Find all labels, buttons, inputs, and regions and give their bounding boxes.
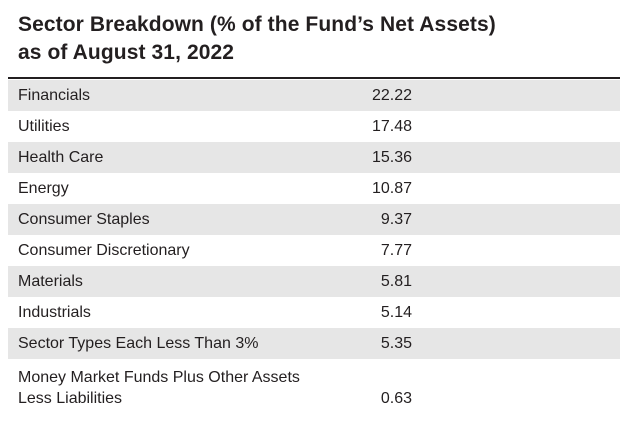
row-value: 5.35 xyxy=(380,335,412,352)
row-value: 0.63 xyxy=(380,390,412,407)
title-divider xyxy=(8,77,620,79)
row-label: Sector Types Each Less Than 3% xyxy=(18,335,259,352)
row-value: 5.81 xyxy=(380,273,412,290)
row-label: Energy xyxy=(18,180,69,197)
table-row-financials: Financials 22.22 xyxy=(8,80,620,111)
row-label: Materials xyxy=(18,273,83,290)
sector-breakdown-table: Financials 22.22 Utilities 17.48 Health … xyxy=(8,80,620,417)
row-label: Health Care xyxy=(18,149,104,166)
row-value: 9.37 xyxy=(380,211,412,228)
row-value: 10.87 xyxy=(371,180,412,197)
table-row-materials: Materials 5.81 xyxy=(8,266,620,297)
row-value: 5.14 xyxy=(380,304,412,321)
row-label: Industrials xyxy=(18,304,91,321)
title-line-1: Sector Breakdown (% of the Fund’s Net As… xyxy=(18,13,496,36)
row-value: 17.48 xyxy=(371,118,412,135)
row-label: Consumer Staples xyxy=(18,211,150,228)
title-line-2: as of August 31, 2022 xyxy=(18,41,235,64)
table-row-energy: Energy 10.87 xyxy=(8,173,620,204)
row-label: Financials xyxy=(18,87,91,104)
table-row-money-market-funds: Money Market Funds Plus Other Assets Les… xyxy=(8,359,620,417)
page-title: Sector Breakdown (% of the Fund’s Net As… xyxy=(18,11,496,67)
table-row-health-care: Health Care 15.36 xyxy=(8,142,620,173)
table-row-consumer-discretionary: Consumer Discretionary 7.77 xyxy=(8,235,620,266)
row-label: Utilities xyxy=(18,118,70,135)
row-value: 15.36 xyxy=(371,149,412,166)
row-label-line-1: Money Market Funds Plus Other Assets xyxy=(18,369,300,386)
row-label: Money Market Funds Plus Other Assets Les… xyxy=(18,367,338,409)
table-row-utilities: Utilities 17.48 xyxy=(8,111,620,142)
table-row-industrials: Industrials 5.14 xyxy=(8,297,620,328)
row-value: 7.77 xyxy=(380,242,412,259)
row-label-line-2: Less Liabilities xyxy=(18,390,123,407)
row-label: Consumer Discretionary xyxy=(18,242,190,259)
table-row-sector-types-less-than-3: Sector Types Each Less Than 3% 5.35 xyxy=(8,328,620,359)
table-row-consumer-staples: Consumer Staples 9.37 xyxy=(8,204,620,235)
row-value: 22.22 xyxy=(371,87,412,104)
